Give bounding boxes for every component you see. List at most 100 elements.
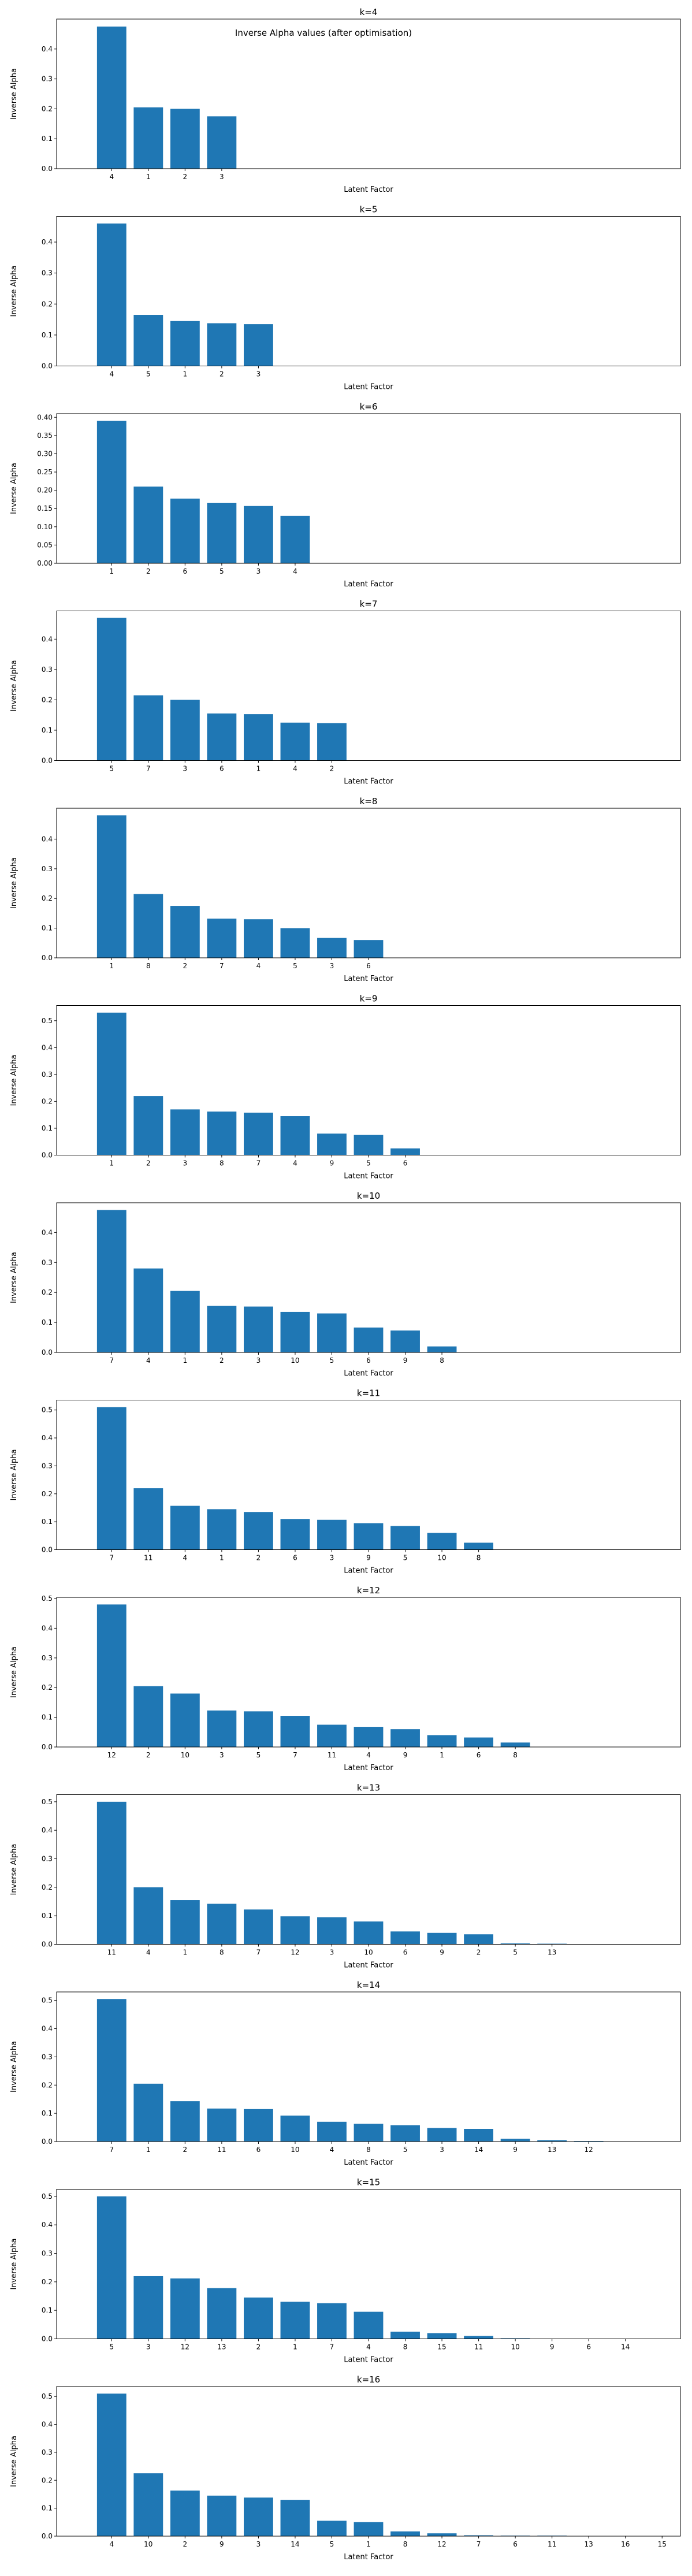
bar — [354, 1921, 384, 1945]
y-tick-label: 0.1 — [42, 924, 53, 932]
x-axis-label: Latent Factor — [344, 185, 393, 194]
bar — [170, 109, 200, 169]
x-tick-label: 7 — [109, 1554, 114, 1562]
bar — [317, 2521, 347, 2536]
x-tick-label: 14 — [291, 2540, 299, 2548]
y-axis-label: Inverse Alpha — [10, 2436, 18, 2487]
subplot: k=10 7 4 1 2 3 10 5 6 9 8 0.0 0.1 0.2 0.3 0.4 Latent Fac… — [10, 1191, 681, 1378]
x-tick-label: 3 — [330, 1554, 334, 1562]
x-tick-label: 14 — [474, 2146, 483, 2154]
bar — [354, 1135, 384, 1155]
x-tick-label: 5 — [256, 1751, 261, 1759]
bar — [427, 2128, 457, 2142]
bar — [427, 1346, 457, 1352]
axes-frame — [56, 1400, 681, 1550]
axes-frame — [56, 18, 681, 169]
bar — [96, 421, 127, 563]
x-tick-label: 7 — [477, 2540, 481, 2548]
subplot: k=16 4 10 2 9 3 14 5 1 8 12 7 6 11 13 16 15 0.0 0.1 0.2 0.3 0… — [10, 2374, 681, 2562]
bar — [244, 714, 273, 761]
x-axis-label: Latent Factor — [344, 1369, 393, 1378]
y-tick-label: 0.3 — [42, 1462, 53, 1470]
x-tick-label: 8 — [403, 2343, 408, 2351]
bar — [170, 1506, 200, 1550]
bar — [133, 315, 163, 366]
bar — [207, 1509, 237, 1550]
x-tick-label: 4 — [146, 1949, 151, 1957]
y-tick-label: 0.4 — [42, 1043, 53, 1051]
y-tick-label: 0.00 — [37, 559, 53, 567]
bar — [170, 1291, 200, 1352]
bar — [133, 2473, 163, 2536]
subplot-title: k=7 — [360, 599, 378, 609]
x-tick-label: 4 — [293, 1159, 297, 1168]
x-axis-label: Latent Factor — [344, 2356, 393, 2365]
y-tick-label: 0.1 — [42, 1318, 53, 1326]
y-tick-label: 0.5 — [42, 1997, 53, 2005]
axes-frame — [56, 611, 681, 761]
bar — [96, 618, 127, 761]
bar — [244, 2297, 273, 2339]
axes-frame — [56, 1597, 681, 1748]
x-tick-label: 1 — [366, 2540, 371, 2548]
bar — [170, 2278, 200, 2339]
x-tick-label: 9 — [403, 1356, 408, 1365]
bar — [280, 2116, 310, 2142]
y-tick-label: 0.1 — [42, 1518, 53, 1526]
x-axis-label: Latent Factor — [344, 383, 393, 392]
bar — [280, 1519, 310, 1550]
y-axis-label: Inverse Alpha — [10, 857, 18, 909]
y-axis-label: Inverse Alpha — [10, 1252, 18, 1303]
y-tick-label: 0.4 — [42, 1228, 53, 1236]
x-tick-label: 1 — [219, 1554, 224, 1562]
bar — [354, 2124, 384, 2142]
x-tick-label: 5 — [219, 567, 224, 575]
y-tick-label: 0.15 — [37, 504, 53, 512]
bar — [317, 723, 347, 761]
x-tick-label: 9 — [440, 1949, 444, 1957]
x-tick-label: 8 — [219, 1949, 224, 1957]
y-tick-label: 0.3 — [42, 666, 53, 674]
bar — [390, 2125, 420, 2142]
y-tick-label: 0.3 — [42, 75, 53, 83]
x-tick-label: 2 — [183, 962, 188, 970]
x-tick-label: 14 — [621, 2343, 630, 2351]
bar — [354, 1523, 384, 1550]
x-tick-label: 12 — [585, 2146, 593, 2154]
y-axis-label: Inverse Alpha — [10, 266, 18, 317]
bar — [390, 1729, 420, 1747]
bar — [280, 1311, 310, 1352]
bar — [133, 894, 163, 958]
bar — [464, 1934, 493, 1945]
x-tick-label: 2 — [146, 567, 151, 575]
bar — [207, 919, 237, 958]
y-tick-label: 0.0 — [42, 757, 53, 765]
bar — [354, 1327, 384, 1352]
bar — [244, 2497, 273, 2536]
y-tick-label: 0.0 — [42, 2532, 53, 2540]
x-tick-label: 10 — [291, 1356, 299, 1365]
x-tick-label: 11 — [107, 1949, 116, 1957]
x-tick-label: 4 — [366, 1751, 371, 1759]
subplot: k=147 1 2 11 6 10 4 8 5 3 14 9 13 120.00.10.20.30.40.… — [10, 1980, 681, 2167]
axes-frame — [56, 413, 681, 564]
bar — [170, 700, 200, 761]
bar — [280, 928, 310, 958]
y-tick-label: 0.10 — [37, 523, 53, 531]
x-tick-label: 5 — [330, 2540, 334, 2548]
x-tick-label: 1 — [109, 567, 114, 575]
bar — [317, 1917, 347, 1945]
y-tick-label: 0.3 — [42, 1070, 53, 1079]
x-tick-label: 6 — [403, 1949, 408, 1957]
y-tick-label: 0.5 — [42, 1406, 53, 1414]
y-tick-label: 0.0 — [42, 362, 53, 370]
bar — [96, 2393, 127, 2536]
x-tick-label: 10 — [144, 2540, 152, 2548]
bar — [96, 1407, 127, 1550]
x-tick-label: 5 — [366, 1159, 371, 1168]
x-tick-label: 10 — [291, 2146, 299, 2154]
bar — [170, 1109, 200, 1155]
x-tick-label: 9 — [550, 2343, 555, 2351]
y-axis-label: Inverse Alpha — [10, 2239, 18, 2290]
subplot: k=13 11 4 1 8 7 12 3 10 6 9 2 5 13 0.0 0.1 0.2 0.3 0.4 0.5 L… — [10, 1783, 681, 1970]
